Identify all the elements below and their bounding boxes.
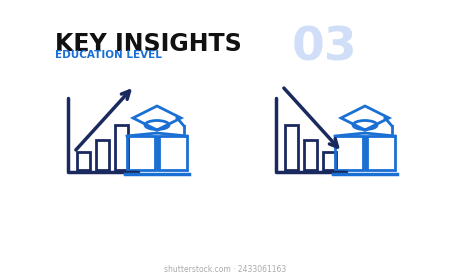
Text: 03: 03 [292,25,358,70]
Bar [96,140,109,170]
Bar [115,125,128,170]
Text: KEY INSIGHTS: KEY INSIGHTS [55,32,242,56]
Bar [323,152,336,170]
Text: shutterstock.com · 2433061163: shutterstock.com · 2433061163 [164,265,286,274]
Bar [304,140,317,170]
Bar [285,125,298,170]
Bar [335,136,363,170]
Bar [159,136,187,170]
Bar [367,136,395,170]
Text: EDUCATION LEVEL: EDUCATION LEVEL [55,50,162,60]
Bar [127,136,155,170]
Bar [77,152,90,170]
